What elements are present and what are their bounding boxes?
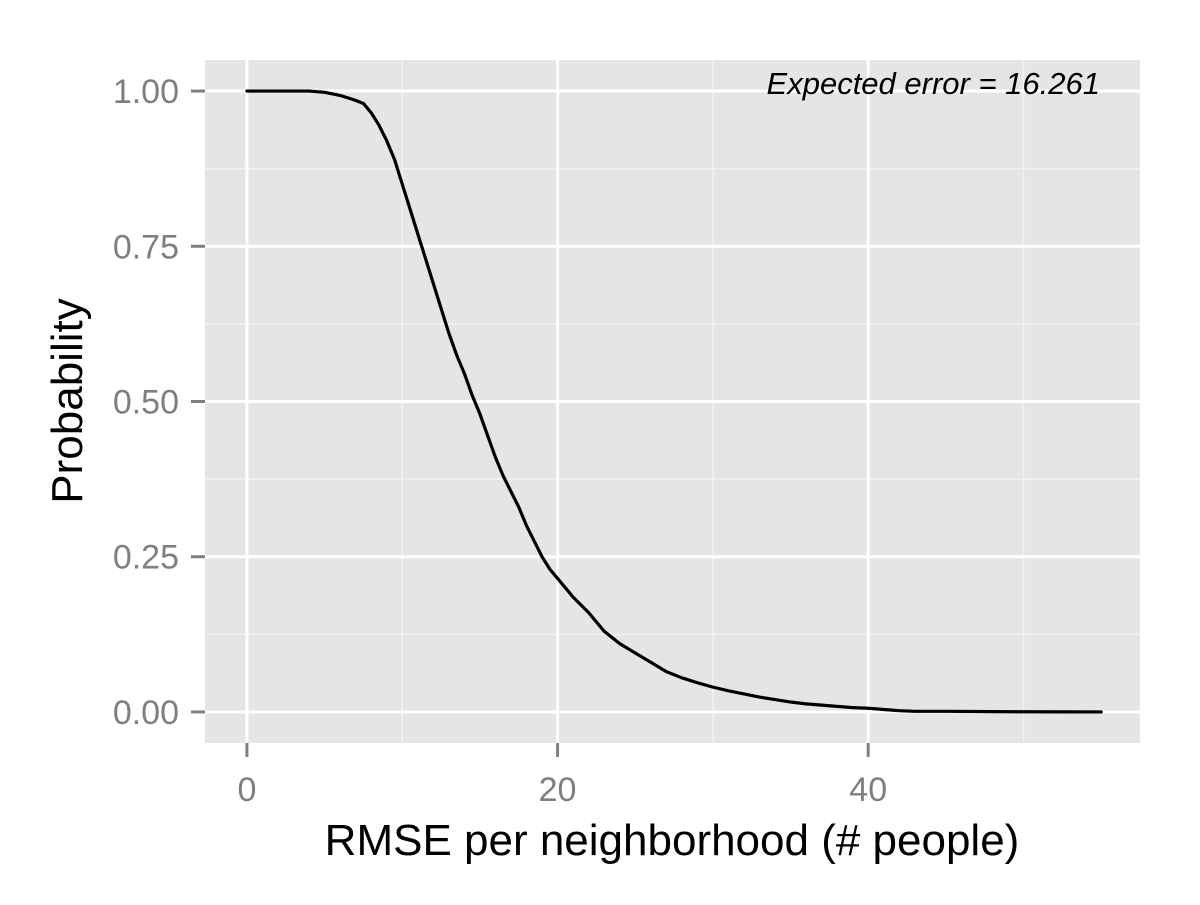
series-layer <box>245 89 1103 714</box>
y-tick-label: 0.00 <box>113 694 179 732</box>
y-axis: 0.00 0.25 0.50 0.75 1.00 <box>113 73 205 732</box>
x-tick-label: 40 <box>849 771 887 809</box>
y-tick-label: 0.50 <box>113 384 179 422</box>
x-tick-label: 20 <box>539 771 577 809</box>
x-axis: 0 20 40 <box>237 743 887 809</box>
y-tick-label: 0.75 <box>113 228 179 266</box>
y-axis-title: Probability <box>43 298 92 503</box>
x-axis-title: RMSE per neighborhood (# people) <box>325 816 1020 865</box>
y-tick-label: 1.00 <box>113 73 179 111</box>
expected-error-annotation: Expected error = 16.261 <box>767 66 1100 101</box>
x-tick-label: 0 <box>237 771 256 809</box>
y-tick-label: 0.25 <box>113 539 179 577</box>
series-line <box>245 89 1103 714</box>
